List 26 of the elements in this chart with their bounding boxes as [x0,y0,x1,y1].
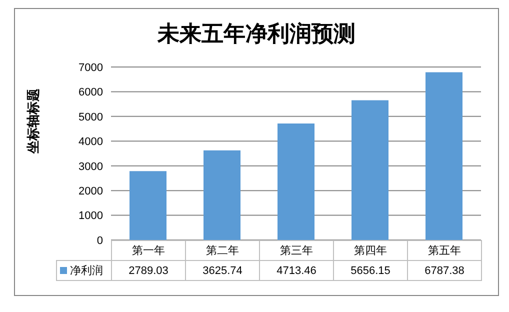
y-tick-label: 3000 [78,160,103,173]
x-tick-label: 第一年 [111,240,186,261]
bar [204,150,240,240]
data-label: 4713.46 [259,260,334,281]
data-label: 5656.15 [333,260,408,281]
x-tick-label: 第四年 [333,240,408,261]
data-label: 2789.03 [111,260,186,281]
bar [130,171,166,240]
x-tick-label: 第五年 [407,240,482,261]
legend-label: 净利润 [56,260,112,281]
y-tick-label: 0 [96,234,103,247]
bar [352,100,388,240]
y-tick-label: 5000 [78,111,103,124]
chart-title: 未来五年净利润预测 [156,20,356,49]
y-tick-label: 2000 [78,185,103,198]
data-label: 3625.74 [185,260,260,281]
y-tick-label: 1000 [78,210,103,222]
y-tick-label: 7000 [78,62,103,74]
x-tick-label: 第二年 [185,240,260,261]
data-label: 6787.38 [407,260,482,281]
x-tick-label: 第三年 [259,240,334,261]
y-axis-title: 坐标轴标题 [26,88,41,154]
y-tick-label: 4000 [78,136,103,148]
bar [426,72,462,240]
y-tick-label: 6000 [78,86,103,99]
bar [278,124,314,240]
